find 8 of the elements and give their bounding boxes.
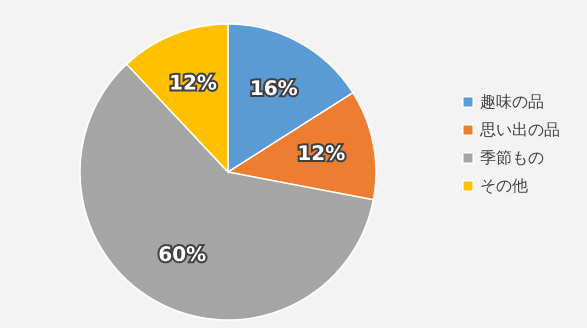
data-label: 12% [169,70,217,95]
data-label: 60% [158,242,206,266]
data-label: 16% [250,76,298,100]
legend-label: 趣味の品 [480,92,544,111]
legend-label: その他 [480,176,528,195]
legend-label: 季節もの [480,148,544,167]
data-label: 12% [297,141,346,166]
legend-label: 思い出の品 [479,120,560,139]
